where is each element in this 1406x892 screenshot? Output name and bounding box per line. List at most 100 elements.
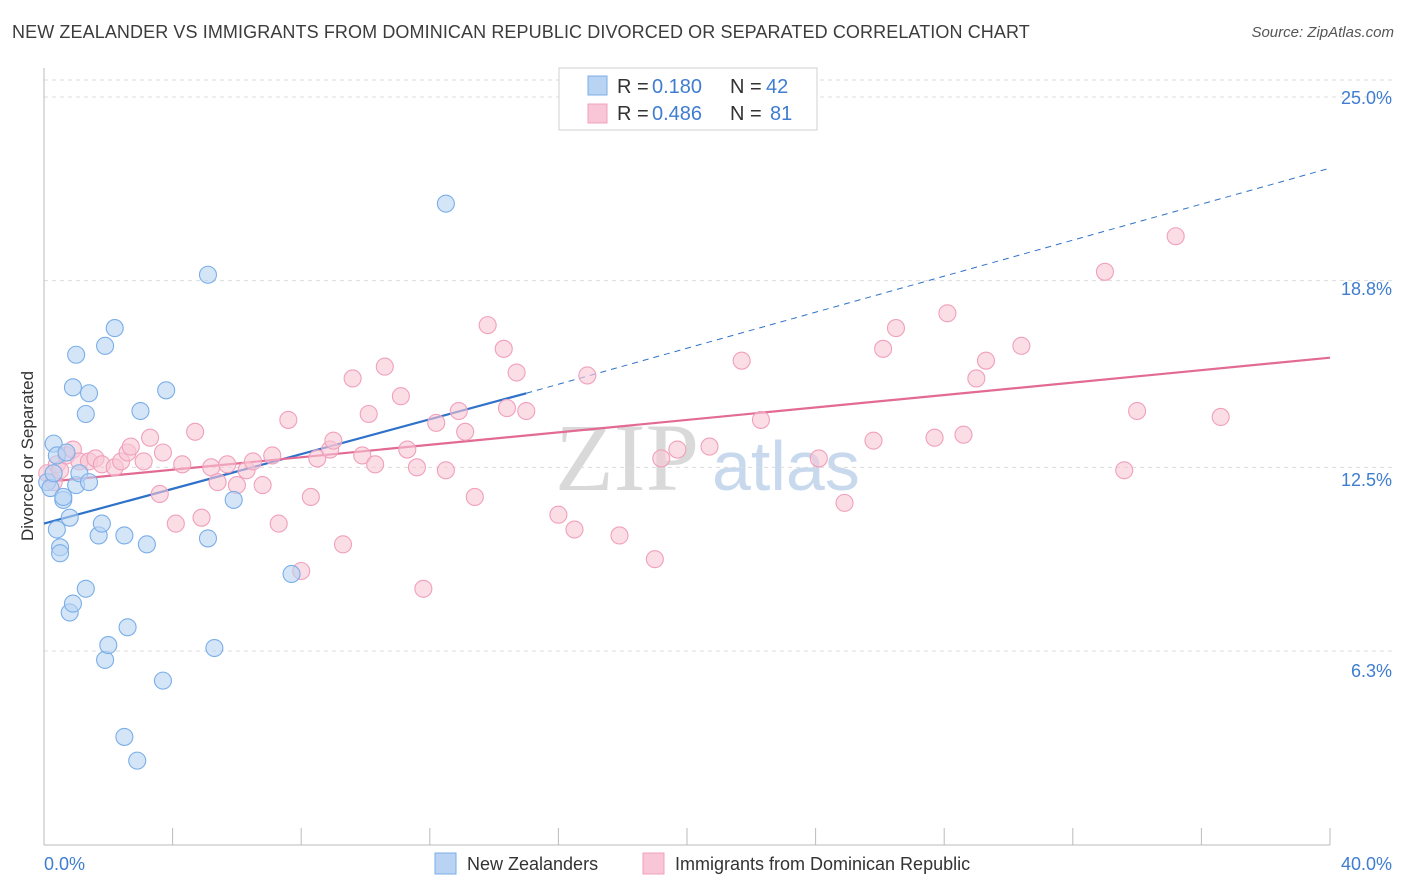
series-legend: New Zealanders Immigrants from Dominican… — [434, 852, 970, 875]
bottom-legend-label-2: Immigrants from Dominican Republic — [675, 854, 970, 874]
point-new-zealanders-30 — [118, 618, 137, 637]
point-new-zealanders-33 — [137, 535, 156, 554]
point-new-zealanders-27 — [105, 319, 124, 338]
point-dominican-republic-15 — [141, 428, 160, 447]
point-dominican-republic-47 — [427, 413, 446, 432]
point-new-zealanders-15 — [67, 345, 86, 364]
point-dominican-republic-66 — [751, 410, 770, 429]
legend-r-value-1: 0.180 — [652, 76, 702, 98]
point-new-zealanders-29 — [115, 727, 134, 746]
point-dominican-republic-71 — [886, 319, 906, 338]
point-new-zealanders-40 — [282, 564, 301, 584]
point-dominican-republic-29 — [263, 446, 282, 465]
point-dominican-republic-34 — [308, 449, 327, 468]
x-tick-min: 0.0% — [44, 854, 85, 874]
point-new-zealanders-26 — [99, 636, 118, 655]
point-dominican-republic-30 — [269, 514, 288, 533]
point-dominican-republic-46 — [414, 579, 433, 598]
point-dominican-republic-64 — [700, 437, 719, 456]
bottom-legend-swatch-blue — [434, 852, 457, 875]
point-dominican-republic-45 — [407, 458, 426, 477]
point-dominican-republic-76 — [976, 351, 996, 370]
point-new-zealanders-34 — [153, 671, 173, 690]
point-dominican-republic-20 — [186, 422, 205, 441]
point-new-zealanders-7 — [51, 544, 70, 563]
y-tick-25: 25.0% — [1341, 88, 1392, 108]
point-dominican-republic-68 — [835, 493, 854, 512]
point-dominican-republic-13 — [121, 437, 140, 456]
point-dominican-republic-52 — [478, 316, 497, 335]
legend-r-label-1: R = — [617, 76, 649, 98]
point-new-zealanders-37 — [198, 265, 218, 284]
scatter-points — [38, 194, 1230, 770]
y-tick-18-8: 18.8% — [1341, 279, 1392, 299]
point-dominican-republic-53 — [494, 339, 513, 358]
grid-lines — [44, 79, 1395, 652]
point-dominican-republic-21 — [192, 508, 211, 527]
point-dominican-republic-78 — [1095, 262, 1114, 281]
point-new-zealanders-35 — [157, 381, 176, 400]
point-dominican-republic-51 — [465, 487, 484, 506]
trend-extension-0 — [526, 167, 1331, 394]
point-dominican-republic-39 — [353, 446, 372, 465]
point-new-zealanders-14 — [63, 594, 82, 613]
point-new-zealanders-23 — [92, 514, 111, 533]
point-dominican-republic-63 — [668, 440, 687, 459]
legend-n-label-1: N = — [730, 76, 762, 98]
legend-n-value-1: 42 — [766, 76, 788, 98]
point-dominican-republic-77 — [1012, 336, 1031, 355]
point-dominican-republic-24 — [218, 455, 237, 474]
point-dominican-republic-48 — [436, 461, 455, 480]
legend-swatch-blue — [587, 75, 608, 96]
x-tick-max: 40.0% — [1341, 854, 1392, 874]
point-dominican-republic-44 — [398, 440, 417, 459]
point-dominican-republic-69 — [864, 431, 883, 450]
point-new-zealanders-41 — [436, 194, 455, 213]
point-dominican-republic-81 — [1166, 227, 1185, 246]
source-label: Source: ZipAtlas.com — [1251, 24, 1394, 41]
point-dominican-republic-41 — [366, 455, 385, 474]
point-dominican-republic-33 — [301, 487, 320, 506]
point-dominican-republic-43 — [391, 387, 410, 406]
y-tick-6-3: 6.3% — [1351, 661, 1392, 681]
point-dominican-republic-59 — [578, 366, 597, 385]
point-new-zealanders-28 — [115, 526, 134, 545]
point-dominican-republic-82 — [1211, 407, 1230, 427]
point-dominican-republic-36 — [324, 431, 343, 450]
point-new-zealanders-19 — [76, 579, 95, 598]
point-dominican-republic-67 — [809, 449, 828, 468]
point-dominican-republic-42 — [375, 357, 394, 376]
point-dominican-republic-80 — [1128, 401, 1147, 421]
point-new-zealanders-31 — [128, 751, 147, 770]
axes — [43, 68, 1331, 846]
point-dominican-republic-19 — [173, 455, 192, 474]
point-dominican-republic-56 — [517, 401, 536, 421]
point-new-zealanders-24 — [96, 650, 115, 669]
point-dominican-republic-17 — [153, 443, 173, 462]
y-tick-12-5: 12.5% — [1341, 470, 1392, 490]
point-new-zealanders-20 — [79, 384, 99, 403]
point-dominican-republic-28 — [253, 476, 272, 495]
point-dominican-republic-37 — [333, 535, 353, 554]
legend-n-label-2: N = — [730, 103, 762, 125]
point-new-zealanders-32 — [131, 401, 150, 421]
point-dominican-republic-72 — [925, 428, 944, 447]
point-dominican-republic-27 — [243, 452, 263, 471]
watermark-atlas: atlas — [712, 427, 860, 505]
y-axis-title: Divorced or Separated — [18, 371, 37, 541]
legend-swatch-pink — [587, 103, 608, 124]
legend-r-label-2: R = — [617, 103, 649, 125]
point-dominican-republic-50 — [456, 422, 475, 441]
point-dominican-republic-31 — [279, 410, 298, 429]
point-dominican-republic-49 — [449, 401, 468, 421]
point-dominican-republic-38 — [343, 369, 362, 388]
point-dominican-republic-55 — [507, 363, 526, 382]
point-dominican-republic-58 — [565, 520, 584, 539]
point-dominican-republic-54 — [497, 399, 517, 418]
stats-legend: R = 0.180 N = 42 R = 0.486 N = 81 — [558, 67, 818, 131]
point-dominican-republic-65 — [732, 351, 751, 370]
point-dominican-republic-23 — [208, 473, 227, 492]
point-dominican-republic-74 — [954, 425, 973, 444]
point-new-zealanders-11 — [60, 508, 79, 527]
